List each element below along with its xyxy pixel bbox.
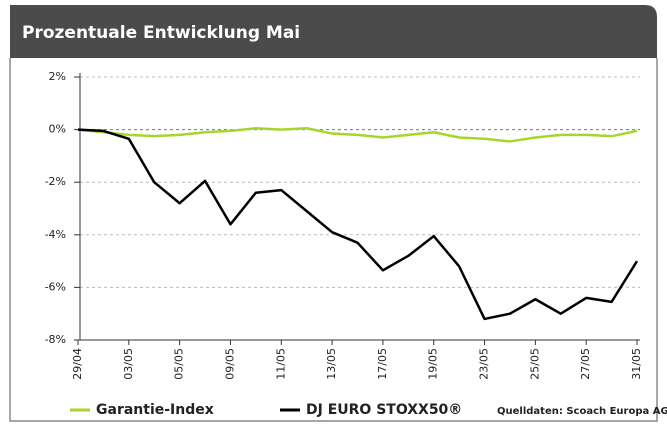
y-tick-label: -6% bbox=[45, 280, 66, 293]
y-tick-label: -4% bbox=[45, 228, 66, 241]
legend-label: Garantie-Index bbox=[96, 402, 214, 418]
y-tick-label: 0% bbox=[49, 123, 66, 136]
series-line bbox=[77, 128, 639, 321]
x-tick-label: 23/05 bbox=[478, 348, 491, 380]
x-tick-label: 03/05 bbox=[122, 348, 135, 380]
x-tick-label: 19/05 bbox=[427, 348, 440, 380]
x-tick-label: 25/05 bbox=[528, 348, 541, 380]
y-tick-label: 2% bbox=[49, 70, 66, 83]
frame bbox=[9, 58, 658, 422]
header-bar bbox=[10, 5, 657, 58]
x-tick-label: 09/05 bbox=[223, 348, 236, 380]
x-tick-label: 11/05 bbox=[274, 348, 287, 380]
x-tick-label: 05/05 bbox=[173, 348, 186, 380]
chart-title: Prozentuale Entwicklung Mai bbox=[22, 23, 300, 43]
x-tick-label: 31/05 bbox=[630, 348, 643, 380]
x-tick-label: 29/04 bbox=[71, 348, 84, 380]
x-tick-label: 13/05 bbox=[325, 348, 338, 380]
x-tick-label: 27/05 bbox=[579, 348, 592, 380]
source: Quelldaten: Scoach Europa AG bbox=[497, 406, 667, 417]
y-tick-label: -2% bbox=[45, 175, 66, 188]
x-tick-label: 17/05 bbox=[376, 348, 389, 380]
series-line bbox=[77, 127, 638, 143]
legend-label: DJ EURO STOXX50® bbox=[306, 402, 462, 418]
y-tick-label: -8% bbox=[45, 333, 66, 346]
